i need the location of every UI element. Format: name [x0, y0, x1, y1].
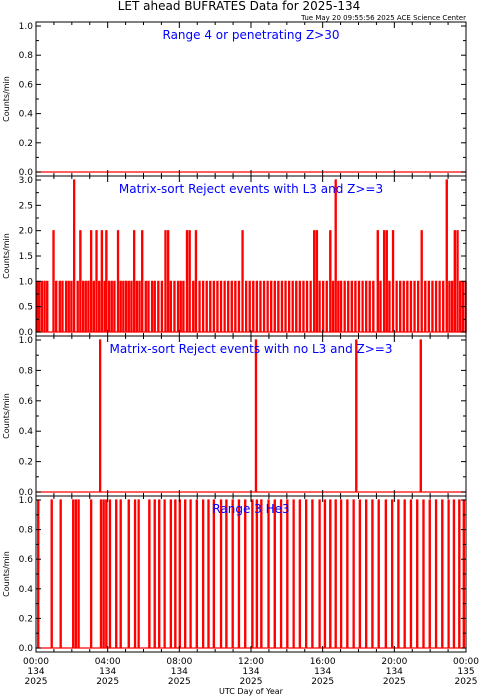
panel-title: Range 3 He3 [212, 502, 289, 516]
y-tick-label: 0.0 [19, 328, 34, 338]
y-tick-label: 3.0 [19, 176, 34, 186]
x-tick-label-doy: 134 [386, 667, 403, 677]
x-tick-label-time: 04:00 [95, 657, 121, 667]
x-tick-label-time: 00:00 [453, 657, 479, 667]
x-tick-label-doy: 134 [27, 667, 44, 677]
x-tick-label-doy: 134 [171, 667, 188, 677]
y-tick-label: 0.4 [19, 110, 34, 120]
y-tick-label: 2.5 [19, 201, 33, 211]
y-axis-label: Counts/min [2, 393, 11, 439]
x-tick-label-doy: 134 [99, 667, 116, 677]
x-tick-label-year: 2025 [383, 677, 406, 687]
generation-timestamp: Tue May 20 09:55:56 2025 ACE Science Cen… [300, 14, 466, 22]
y-tick-label: 0.0 [19, 644, 34, 654]
y-tick-label: 2.0 [19, 227, 34, 237]
y-tick-label: 0.2 [19, 458, 33, 468]
y-tick-label: 1.0 [19, 22, 34, 32]
x-tick-label-year: 2025 [25, 677, 48, 687]
panel-title: Matrix-sort Reject events with L3 and Z>… [119, 182, 383, 196]
y-tick-label: 0.0 [19, 168, 34, 178]
x-tick-label-doy: 134 [314, 667, 331, 677]
x-tick-label-time: 20:00 [381, 657, 407, 667]
figure-title: LET ahead BUFRATES Data for 2025-134 [118, 0, 360, 13]
x-tick-label-year: 2025 [455, 677, 478, 687]
panel-frame [35, 21, 467, 177]
x-tick-label-year: 2025 [311, 677, 334, 687]
y-tick-label: 0.6 [19, 80, 34, 90]
x-tick-label-doy: 135 [457, 667, 474, 677]
y-tick-label: 0.2 [19, 139, 33, 149]
y-tick-label: 0.4 [19, 427, 34, 437]
y-axis-label: Counts/min [2, 76, 11, 122]
data-trace [36, 179, 467, 333]
panel-title: Range 4 or penetrating Z>30 [163, 28, 340, 42]
y-tick-label: 0.2 [19, 614, 33, 624]
panel-1: 0.0 0.2 0.4 0.6 0.8 1.0 Counts/min Range 4 or p… [2, 21, 467, 178]
panel-title: Matrix-sort Reject events with no L3 and… [110, 342, 393, 356]
x-tick-label-year: 2025 [240, 677, 263, 687]
x-tick-label-year: 2025 [96, 677, 119, 687]
y-tick-label: 0.4 [19, 585, 34, 595]
x-tick-label-time: 08:00 [166, 657, 192, 667]
y-tick-label: 0.8 [19, 366, 34, 376]
data-trace [36, 339, 466, 493]
y-tick-label: 0.0 [19, 488, 34, 498]
panel-4: 0.0 0.2 0.4 0.6 0.8 1.0 Counts/min Range 3 He3 [2, 495, 467, 654]
panel-frame [35, 175, 467, 337]
x-tick-label-time: 00:00 [23, 657, 49, 667]
panels-group: 0.0 0.2 0.4 0.6 0.8 1.0 Counts/min Range 4 or p… [2, 21, 467, 654]
x-axis-label: UTC Day of Year [219, 687, 284, 696]
panel-3: 0.0 0.2 0.4 0.6 0.8 1.0 Counts/min Matrix-sort … [2, 335, 467, 498]
y-tick-label: 1.0 [19, 277, 34, 287]
y-axis-label: Counts/min [2, 551, 11, 597]
x-tick-label-time: 16:00 [310, 657, 336, 667]
y-tick-label: 0.8 [19, 526, 34, 536]
panel-2: 0.0 0.5 1.0 1.5 2.0 2.5 3.0 Counts/min Matrix-so… [2, 175, 467, 338]
y-tick-label: 0.5 [19, 303, 33, 313]
x-tick-label-time: 12:00 [238, 657, 264, 667]
x-tick-label-year: 2025 [168, 677, 191, 687]
y-tick-label: 1.0 [19, 336, 34, 346]
x-tick-label-doy: 134 [242, 667, 259, 677]
y-tick-label: 0.6 [19, 397, 34, 407]
y-tick-label: 0.8 [19, 51, 34, 61]
x-axis: 00:00134202504:00134202508:00134202512:0… [23, 657, 479, 687]
y-tick-label: 0.6 [19, 555, 34, 565]
y-tick-label: 1.5 [19, 252, 33, 262]
y-tick-label: 1.0 [19, 496, 34, 506]
y-axis-label: Counts/min [2, 233, 11, 279]
